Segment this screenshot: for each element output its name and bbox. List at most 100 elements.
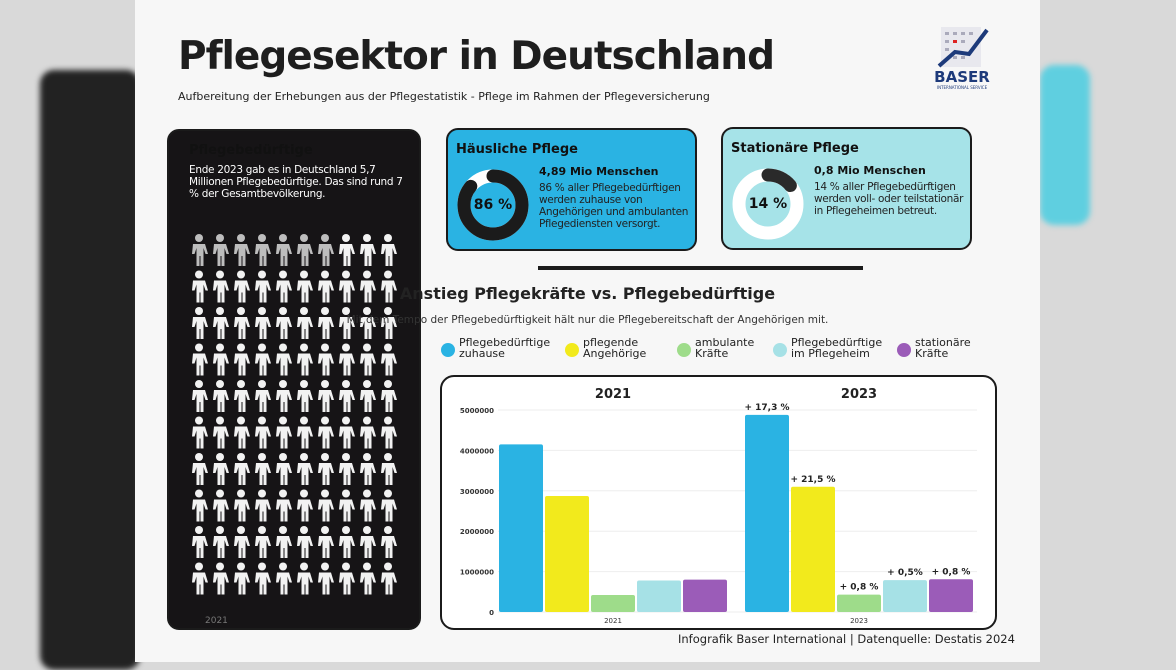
haeusliche-pflege-card: Häusliche Pflege 86 % 4,89 Mio Menschen … xyxy=(446,128,697,251)
logo-text: BASER xyxy=(934,68,990,86)
stationaere-pflege-card: Stationäre Pflege 14 % 0,8 Mio Menschen … xyxy=(721,127,972,250)
legend-item: pflegende Angehörige xyxy=(565,337,646,359)
person-icon xyxy=(318,489,334,522)
person-icon xyxy=(339,416,355,449)
person-icon xyxy=(192,270,208,303)
card-headline: 4,89 Mio Menschen xyxy=(539,165,659,178)
legend-dot xyxy=(773,343,787,357)
legend-item: Pflegebedürftige zuhause xyxy=(441,337,550,359)
person-icon xyxy=(213,526,229,558)
legend-dot xyxy=(441,343,455,357)
donut-label: 14 % xyxy=(748,196,788,212)
person-icon xyxy=(234,562,250,595)
person-icon xyxy=(276,489,292,522)
person-icon xyxy=(360,343,376,376)
y-tick-label: 3000000 xyxy=(460,488,494,496)
person-icon xyxy=(381,416,397,449)
logo-subtext: INTERNATIONAL SERVICE xyxy=(937,85,988,90)
person-icon xyxy=(255,453,271,485)
bar-chart-svg: 0 1000000 2000000 3000000 4000000 5000000 2021… xyxy=(460,387,977,625)
person-icon xyxy=(213,453,229,485)
blurred-background-left xyxy=(40,70,140,670)
person-icon xyxy=(192,453,208,485)
person-icon xyxy=(234,307,250,339)
person-icon xyxy=(213,234,229,266)
person-icon xyxy=(339,270,355,303)
person-icon xyxy=(339,343,355,376)
source-credit: Infografik Baser International | Datenqu… xyxy=(678,632,1015,646)
person-icon xyxy=(234,489,250,522)
legend-label: zuhause xyxy=(459,347,505,360)
person-icon xyxy=(297,526,313,558)
person-icon xyxy=(234,234,250,266)
person-icon xyxy=(255,416,271,449)
person-icon xyxy=(213,343,229,376)
donut-arc xyxy=(457,169,529,241)
panel-year: 2021 xyxy=(205,616,228,626)
person-icon xyxy=(276,526,292,558)
person-icon xyxy=(234,526,250,558)
person-icon xyxy=(318,380,334,412)
data-label: + 0,8 % xyxy=(932,567,971,577)
person-icon xyxy=(360,234,376,266)
person-icon xyxy=(276,307,292,339)
legend-item: Pflegebedürftige im Pflegeheim xyxy=(773,337,882,359)
person-icon xyxy=(318,270,334,303)
legend-label: ambulante xyxy=(695,336,755,349)
legend-dot xyxy=(677,343,691,357)
person-icon xyxy=(234,453,250,485)
x-tick-label: 2023 xyxy=(850,617,868,625)
person-icon xyxy=(234,270,250,303)
person-icon xyxy=(318,562,334,595)
legend-dot xyxy=(565,343,579,357)
infographic-page: Pflegesektor in Deutschland Aufbereitung… xyxy=(135,0,1040,662)
person-icon xyxy=(276,416,292,449)
card-title: Stationäre Pflege xyxy=(731,141,859,156)
person-icon xyxy=(192,416,208,449)
person-icon xyxy=(297,562,313,595)
legend-label: Pflegebedürftige xyxy=(459,336,551,349)
person-icon xyxy=(276,380,292,412)
person-icon xyxy=(360,453,376,485)
person-icon xyxy=(339,380,355,412)
person-icon xyxy=(192,343,208,376)
person-icon xyxy=(339,234,355,266)
donut-arc xyxy=(732,168,804,240)
person-icon xyxy=(213,270,229,303)
person-icon xyxy=(192,234,208,266)
person-icon xyxy=(381,562,397,595)
person-icon xyxy=(276,562,292,595)
bar xyxy=(545,496,589,612)
section-title: Anstieg Pflegekräfte vs. Pflegebedürftig… xyxy=(399,284,776,303)
y-tick-label: 2000000 xyxy=(460,528,494,536)
y-tick-label: 5000000 xyxy=(460,407,494,415)
data-label: + 0,5% xyxy=(887,568,923,578)
person-icon xyxy=(360,416,376,449)
bar xyxy=(637,580,681,612)
page-title: Pflegesektor in Deutschland xyxy=(178,34,775,79)
person-icon xyxy=(213,489,229,522)
person-icon xyxy=(381,307,397,339)
person-icon xyxy=(213,562,229,595)
person-icon xyxy=(297,307,313,339)
person-icon xyxy=(318,343,334,376)
person-icon xyxy=(381,453,397,485)
bar xyxy=(929,579,973,612)
divider xyxy=(538,266,863,270)
person-icon xyxy=(360,380,376,412)
person-icon xyxy=(318,526,334,558)
person-icon xyxy=(318,307,334,339)
person-icon xyxy=(297,453,313,485)
legend-item: stationäre Kräfte xyxy=(897,337,971,359)
person-icon xyxy=(255,380,271,412)
blurred-background-right xyxy=(1040,65,1090,225)
person-icon xyxy=(360,562,376,595)
person-icon xyxy=(234,380,250,412)
person-icon xyxy=(213,380,229,412)
y-tick-label: 1000000 xyxy=(460,569,494,577)
person-icon xyxy=(318,416,334,449)
data-label: + 21,5 % xyxy=(790,475,835,485)
person-icon xyxy=(276,234,292,266)
bar xyxy=(837,594,881,612)
person-icon xyxy=(360,270,376,303)
